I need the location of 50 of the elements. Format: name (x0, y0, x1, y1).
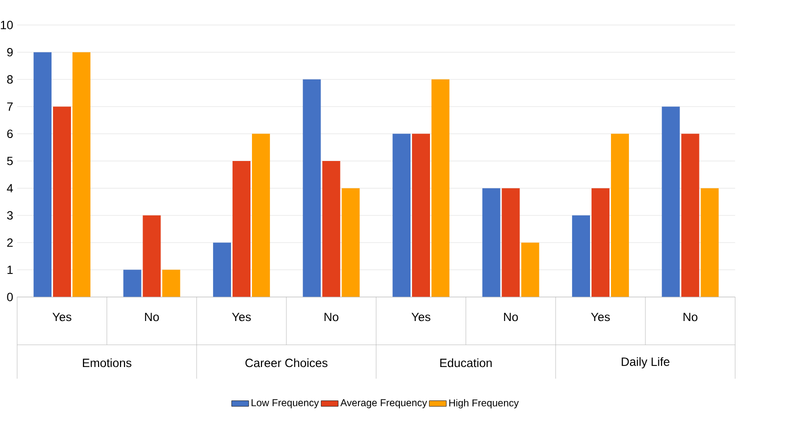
y-tick-label: 3 (7, 211, 13, 220)
text: Emotions (82, 358, 132, 368)
bar (592, 188, 610, 297)
bar (342, 188, 360, 297)
y-tick-label: 0 (7, 292, 13, 302)
bar (431, 79, 450, 297)
text: Daily Life (622, 357, 670, 368)
bar (392, 134, 411, 297)
x-tick-label: Yes (412, 312, 430, 322)
bar (72, 52, 90, 297)
y-tick-label: 2 (7, 238, 13, 247)
bar (53, 106, 71, 297)
y-tick-label: 8 (7, 75, 13, 84)
legend-label: Average Frequency (340, 399, 428, 408)
bar (700, 188, 719, 297)
bar (162, 270, 180, 297)
x-tick-label: Yes (232, 312, 251, 322)
bar (521, 242, 540, 297)
bar (412, 134, 430, 297)
text: Career Choices (245, 358, 328, 368)
bar (572, 215, 590, 297)
bar (252, 134, 270, 297)
x-tick-label: Yes (591, 312, 610, 322)
bar (502, 188, 520, 297)
legend-label: Low Frequency (252, 399, 319, 408)
y-tick-label: 4 (6, 184, 13, 192)
bar (681, 134, 700, 297)
bar (34, 52, 52, 297)
y-tick-label: 7 (7, 102, 13, 111)
y-tick-label: 6 (7, 130, 13, 138)
bar (123, 270, 142, 297)
x-tick-label: Yes (52, 312, 72, 322)
x-tick-label: No (684, 312, 698, 322)
bar (322, 161, 340, 297)
bar (142, 215, 161, 297)
bar (482, 188, 500, 297)
y-tick-label: 5 (7, 156, 13, 166)
x-tick-label: No (145, 312, 159, 322)
y-tick-label: 1 (8, 266, 13, 274)
y-tick-label: 9 (7, 48, 13, 56)
bar (232, 161, 250, 297)
x-tick-label: No (504, 312, 518, 322)
legend-label: High Frequency (449, 399, 519, 408)
text: Education (440, 358, 492, 368)
y-tick-label: 10 (0, 20, 13, 30)
bar (662, 106, 680, 297)
bar (213, 242, 232, 297)
x-tick-label: No (324, 312, 338, 322)
bar (610, 134, 629, 297)
bar (302, 79, 321, 297)
